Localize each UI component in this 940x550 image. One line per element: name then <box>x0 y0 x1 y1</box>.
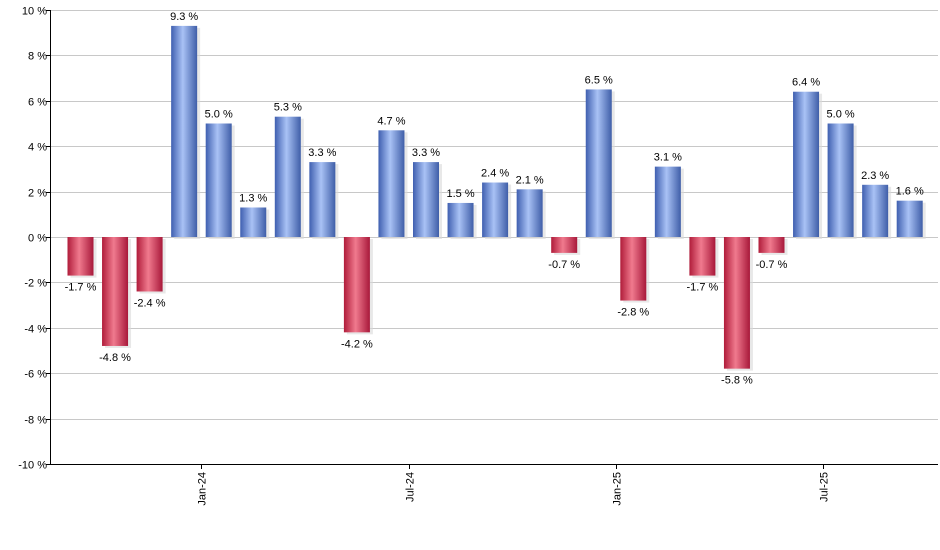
bar-value-label: -2.8 % <box>617 307 649 319</box>
bar-value-label: 3.1 % <box>654 152 682 164</box>
bar <box>413 162 439 237</box>
bar-value-label: -0.7 % <box>756 259 788 271</box>
y-tick-label: -4 % <box>24 324 47 336</box>
bar <box>205 123 232 237</box>
bar <box>827 123 854 237</box>
bar <box>862 184 889 237</box>
bar-value-label: 3.3 % <box>308 147 336 159</box>
bar <box>240 207 267 237</box>
bar <box>723 237 750 369</box>
bar <box>171 25 198 237</box>
bar-value-label: 6.5 % <box>585 74 613 86</box>
bar-value-label: 2.4 % <box>481 168 509 180</box>
bar-value-label: -5.8 % <box>721 375 753 387</box>
bar <box>102 237 129 346</box>
axes <box>46 10 938 469</box>
bar <box>896 200 923 237</box>
bar <box>689 237 716 276</box>
bar-value-label: 9.3 % <box>170 11 198 23</box>
bar-value-label: -4.2 % <box>341 338 373 350</box>
bar-value-label: 1.6 % <box>896 186 924 198</box>
bar <box>309 162 336 237</box>
x-tick-label: Jul-25 <box>819 472 831 502</box>
bar <box>343 237 370 333</box>
y-tick-label: 4 % <box>28 142 47 154</box>
bar <box>274 116 301 237</box>
bar-value-label: -1.7 % <box>687 282 719 294</box>
bar-value-label: -4.8 % <box>99 352 131 364</box>
bar <box>482 182 509 237</box>
y-tick-label: 6 % <box>28 97 47 109</box>
bar <box>551 237 578 253</box>
bar-value-label: 5.0 % <box>205 109 233 121</box>
bar <box>136 237 163 292</box>
y-tick-label: -8 % <box>24 415 47 427</box>
bar <box>447 202 474 237</box>
bar <box>620 237 647 301</box>
bar <box>378 130 405 237</box>
x-tick-label: Jul-24 <box>405 472 417 502</box>
x-axis-tick-labels: Jan-24 Jul-24 Jan-25 Jul-25 <box>197 472 831 506</box>
bar-value-label: 3.3 % <box>412 147 440 159</box>
bar-value-label: 2.3 % <box>861 170 889 182</box>
bar-value-label: -2.4 % <box>134 297 166 309</box>
y-axis-tick-labels: 10 % 8 % 6 % 4 % 2 % 0 % -2 % -4 % -6 % -8 % -10 % <box>18 6 47 472</box>
bar-value-label: 1.5 % <box>446 188 474 200</box>
bar <box>758 237 785 253</box>
data-labels: -1.7 % -4.8 % -2.4 % 9.3 % 5.0 % 1.3 % 5.3 % 3.… <box>65 11 924 387</box>
bar-value-label: 4.7 % <box>377 115 405 127</box>
y-tick-label: 2 % <box>28 188 47 200</box>
bar-value-label: 5.0 % <box>827 109 855 121</box>
bars <box>67 25 926 371</box>
bar-value-label: 6.4 % <box>792 77 820 89</box>
bar <box>67 237 94 276</box>
bar <box>654 166 681 237</box>
bar <box>516 189 543 237</box>
y-tick-label: -10 % <box>18 460 47 472</box>
x-tick-label: Jan-25 <box>612 472 624 506</box>
y-tick-label: 10 % <box>22 6 47 18</box>
y-tick-label: -6 % <box>24 369 47 381</box>
bar-value-label: 5.3 % <box>274 102 302 114</box>
bar <box>793 91 820 237</box>
x-tick-label: Jan-24 <box>197 472 209 506</box>
bar-value-label: -1.7 % <box>65 282 97 294</box>
bar-value-label: 1.3 % <box>239 192 267 204</box>
bar-value-label: -0.7 % <box>548 259 580 271</box>
y-tick-label: -2 % <box>24 278 47 290</box>
bar <box>585 89 612 237</box>
y-tick-label: 8 % <box>28 51 47 63</box>
y-tick-label: 0 % <box>28 233 47 245</box>
bar-value-label: 2.1 % <box>516 174 544 186</box>
